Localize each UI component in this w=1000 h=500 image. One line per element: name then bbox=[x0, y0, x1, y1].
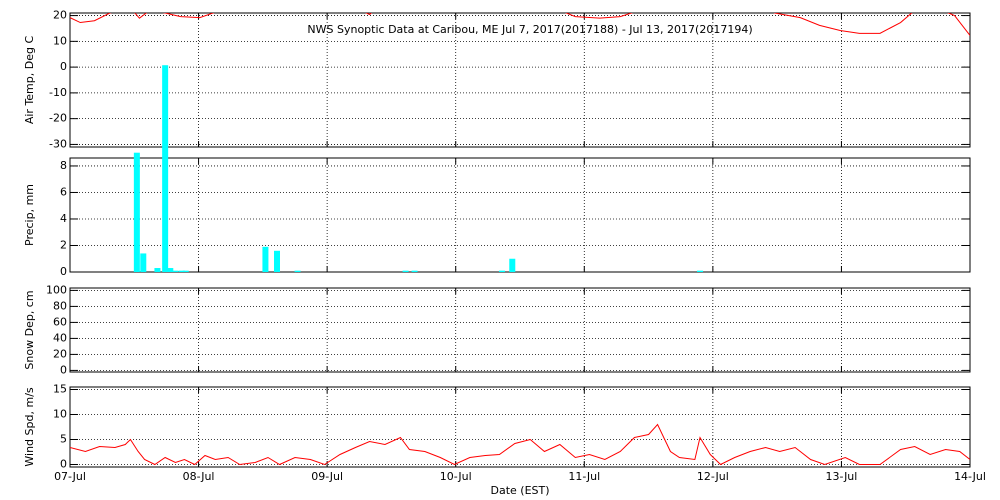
x-tick-label: 10-Jul bbox=[440, 470, 472, 483]
chart-title: NWS Synoptic Data at Caribou, ME Jul 7, … bbox=[307, 23, 752, 36]
y-tick-label: -10 bbox=[49, 86, 67, 99]
bar bbox=[182, 270, 189, 272]
bar bbox=[140, 253, 147, 272]
y-tick-label: 10 bbox=[53, 408, 67, 421]
y-tick-label: 0 bbox=[60, 458, 67, 471]
y-tick-label: 10 bbox=[53, 34, 67, 47]
x-tick-label: 09-Jul bbox=[311, 470, 343, 483]
x-tick-label: 12-Jul bbox=[697, 470, 729, 483]
y-tick-label: 6 bbox=[60, 185, 67, 198]
y-tick-label: 100 bbox=[46, 283, 67, 296]
plot-frame bbox=[69, 157, 971, 273]
bar bbox=[178, 270, 185, 272]
y-tick-label: 0 bbox=[60, 265, 67, 278]
x-tick-label: 11-Jul bbox=[568, 470, 600, 483]
bar bbox=[274, 250, 280, 272]
bar bbox=[162, 65, 169, 272]
y-tick-label: 0 bbox=[60, 60, 67, 73]
bar bbox=[499, 270, 505, 272]
y-tick-label: 20 bbox=[53, 9, 67, 22]
bar bbox=[172, 270, 179, 272]
y-tick-label: 8 bbox=[60, 159, 67, 172]
x-tick-label: 13-Jul bbox=[825, 470, 857, 483]
bar bbox=[154, 268, 161, 272]
y-axis-label: Precip, mm bbox=[23, 184, 36, 246]
bar bbox=[411, 270, 418, 272]
y-tick-label: 5 bbox=[60, 433, 67, 446]
y-axis-label: Snow Dep, cm bbox=[23, 290, 36, 369]
data-line bbox=[70, 423, 970, 466]
y-tick-label: 2 bbox=[60, 238, 67, 251]
x-tick-label: 08-Jul bbox=[183, 470, 215, 483]
y-tick-label: 4 bbox=[60, 212, 67, 225]
y-axis-label: Wind Spd, m/s bbox=[23, 387, 36, 467]
bar bbox=[262, 246, 269, 272]
bar bbox=[167, 268, 174, 272]
y-tick-label: 60 bbox=[53, 315, 67, 328]
bar bbox=[294, 270, 301, 272]
bar bbox=[402, 270, 409, 272]
bar bbox=[509, 258, 516, 272]
data-line bbox=[70, 13, 970, 36]
y-tick-label: -30 bbox=[49, 137, 67, 150]
x-tick-label: 14-Jul bbox=[954, 470, 986, 483]
y-tick-label: 0 bbox=[60, 363, 67, 376]
plot-frame bbox=[69, 287, 971, 373]
y-tick-label: -20 bbox=[49, 112, 67, 125]
y-tick-label: 20 bbox=[53, 347, 67, 360]
y-tick-label: 80 bbox=[53, 299, 67, 312]
y-tick-label: 15 bbox=[53, 383, 67, 396]
y-axis-label: Air Temp, Deg C bbox=[23, 36, 36, 125]
x-axis-label: Date (EST) bbox=[490, 484, 549, 497]
bar bbox=[133, 152, 140, 272]
x-tick-label: 07-Jul bbox=[54, 470, 86, 483]
bar bbox=[697, 270, 703, 272]
y-tick-label: 40 bbox=[53, 331, 67, 344]
